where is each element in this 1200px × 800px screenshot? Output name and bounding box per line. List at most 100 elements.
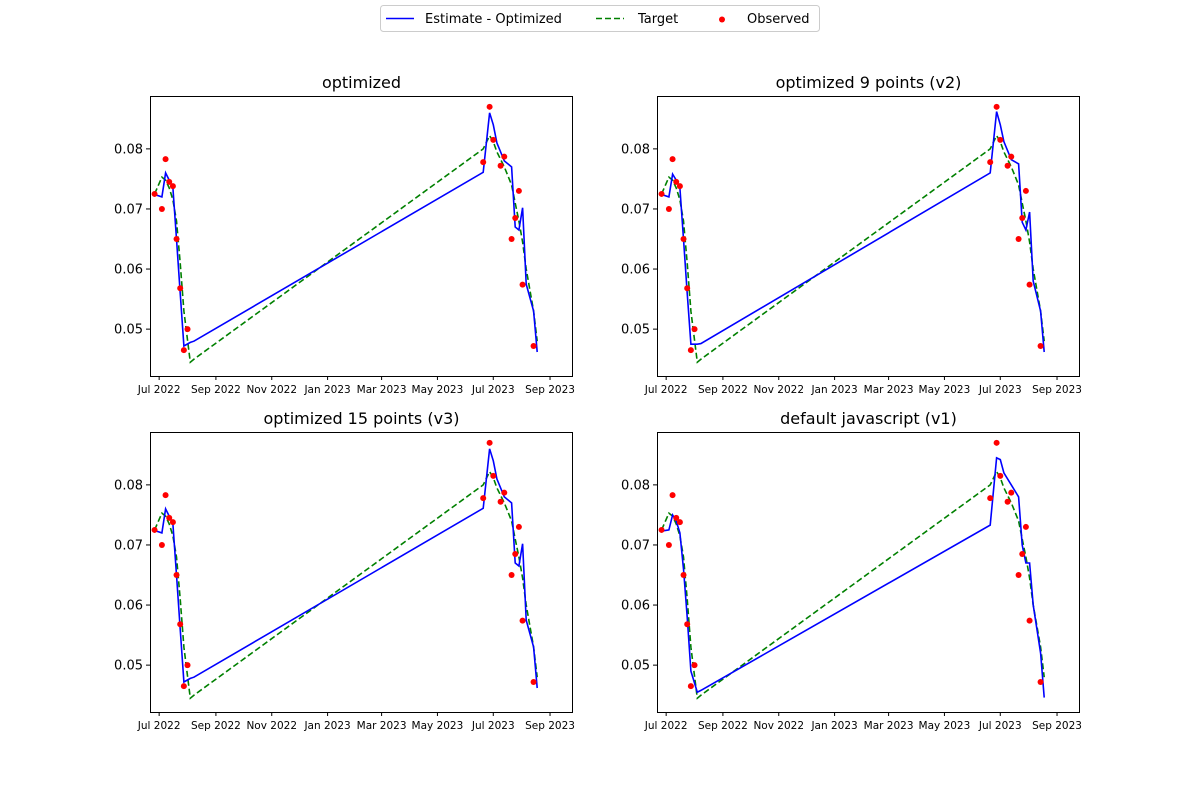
target-line <box>660 470 1045 700</box>
observed-point <box>515 523 522 530</box>
y-tick-label: 0.07 <box>621 538 650 553</box>
observed-point <box>1026 281 1033 288</box>
observed-point <box>1008 489 1015 496</box>
subplot-2: optimized 9 points (v2) 0.05 0.06 0.07 0.08… <box>621 73 1082 396</box>
observed-point <box>177 285 184 292</box>
x-tick-label: Jan 2023 <box>303 720 350 732</box>
observed-point <box>184 326 191 333</box>
x-tick-label: Jan 2023 <box>810 384 857 396</box>
x-tick-label: Nov 2022 <box>753 720 804 732</box>
observed-point <box>162 492 169 499</box>
observed-point <box>673 514 680 521</box>
observed-point <box>658 526 665 533</box>
x-tick-label: Mar 2023 <box>864 384 914 396</box>
x-tick-label: Sep 2022 <box>698 384 748 396</box>
legend-observed-swatch <box>719 16 725 23</box>
axes-frame <box>657 432 1080 713</box>
observed-point <box>515 187 522 194</box>
observed-point <box>669 156 676 163</box>
observed-point <box>987 495 994 502</box>
x-tick-label: Mar 2023 <box>357 720 407 732</box>
x-tick-label: Mar 2023 <box>357 384 407 396</box>
observed-point <box>501 153 508 160</box>
observed-point <box>987 159 994 166</box>
observed-point <box>169 519 176 526</box>
subplot-title: optimized 15 points (v3) <box>264 409 460 428</box>
x-tick-label: Nov 2022 <box>246 384 297 396</box>
x-tick-label: Sep 2023 <box>525 720 575 732</box>
x-tick-label: Jul 2022 <box>137 720 181 732</box>
x-tick-label: Jul 2023 <box>471 720 515 732</box>
subplot-1: optimized 0.05 0.06 0.07 0.08 Jul 2022 Sep 20… <box>114 73 575 396</box>
axes-frame <box>150 96 573 377</box>
observed-point <box>1015 572 1022 579</box>
subplot-marks: 0.05 0.06 0.07 0.08 Jul 2022 Sep 2022 Nov 2022… <box>114 103 575 396</box>
observed-point <box>501 489 508 496</box>
y-tick-label: 0.06 <box>114 599 143 614</box>
y-tick-label: 0.08 <box>621 478 650 493</box>
x-tick-label: Nov 2022 <box>246 720 297 732</box>
x-tick-label: Jan 2023 <box>303 384 350 396</box>
x-tick-label: May 2023 <box>919 720 971 732</box>
observed-point <box>1004 162 1011 169</box>
observed-point <box>673 178 680 185</box>
y-tick-label: 0.07 <box>114 202 143 217</box>
observed-point <box>486 103 493 110</box>
observed-point <box>480 159 487 166</box>
x-tick-label: Jul 2022 <box>644 384 688 396</box>
observed-point <box>180 347 187 354</box>
subplot-title: default javascript (v1) <box>780 409 957 428</box>
y-tick-label: 0.08 <box>621 142 650 157</box>
y-tick-label: 0.05 <box>621 659 650 674</box>
observed-point <box>1019 214 1026 221</box>
x-tick-label: Jul 2023 <box>978 720 1022 732</box>
observed-point <box>162 156 169 163</box>
observed-point <box>658 190 665 197</box>
observed-point <box>1022 187 1029 194</box>
subplot-marks: 0.05 0.06 0.07 0.08 Jul 2022 Sep 2022 Nov 2022… <box>621 103 1082 396</box>
observed-point <box>687 683 694 690</box>
x-tick-label: Sep 2023 <box>525 384 575 396</box>
observed-point <box>166 178 173 185</box>
observed-point <box>680 572 687 579</box>
observed-point <box>173 572 180 579</box>
x-tick-label: Sep 2022 <box>698 720 748 732</box>
x-tick-label: Jul 2023 <box>471 384 515 396</box>
observed-point <box>993 103 1000 110</box>
observed-point <box>997 472 1004 479</box>
y-tick-label: 0.05 <box>621 323 650 338</box>
observed-point <box>490 472 497 479</box>
legend: Estimate - Optimized Target Observed <box>380 5 820 32</box>
subplot-3: optimized 15 points (v3) 0.050.060.070.0… <box>114 409 575 732</box>
observed-point <box>1037 342 1044 349</box>
x-tick-label: Mar 2023 <box>864 720 914 732</box>
y-tick-label: 0.05 <box>114 323 143 338</box>
y-tick-label: 0.06 <box>621 599 650 614</box>
observed-point <box>1004 498 1011 505</box>
observed-point <box>1026 617 1033 624</box>
observed-point <box>508 236 515 243</box>
observed-point <box>676 183 683 190</box>
observed-point <box>530 342 537 349</box>
observed-point <box>669 492 676 499</box>
observed-point <box>151 526 158 533</box>
observed-point <box>997 136 1004 143</box>
observed-point <box>490 136 497 143</box>
y-tick-label: 0.06 <box>114 263 143 278</box>
observed-point <box>1019 550 1026 557</box>
subplot-title: optimized <box>322 73 401 92</box>
x-tick-label: Jul 2022 <box>137 384 181 396</box>
observed-point <box>180 683 187 690</box>
x-tick-label: May 2023 <box>919 384 971 396</box>
observed-point <box>1037 678 1044 685</box>
observed-point <box>665 541 672 548</box>
observed-point <box>530 678 537 685</box>
observed-point <box>684 621 691 628</box>
x-tick-label: May 2023 <box>412 720 464 732</box>
legend-target-label: Target <box>637 12 678 27</box>
subplot-title: optimized 9 points (v2) <box>776 73 962 92</box>
legend-estimate-label: Estimate - Optimized <box>425 12 562 27</box>
x-tick-label: Sep 2023 <box>1032 384 1082 396</box>
